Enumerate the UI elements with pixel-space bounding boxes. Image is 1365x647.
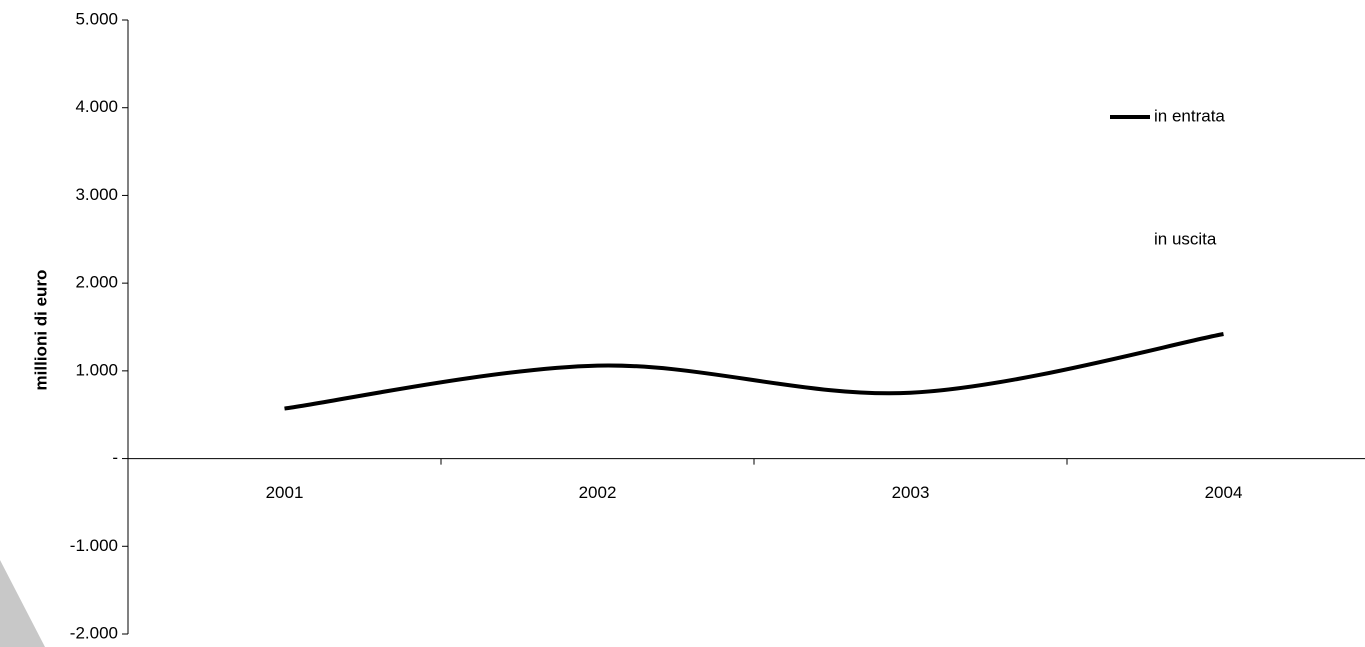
y-tick-label: 5.000 bbox=[75, 9, 118, 28]
y-tick-label: 1.000 bbox=[75, 360, 118, 379]
x-tick-label: 2003 bbox=[892, 483, 930, 502]
decoration bbox=[0, 560, 45, 647]
y-tick-label: 2.000 bbox=[75, 273, 118, 292]
line-series bbox=[284, 332, 1224, 411]
y-tick-label: - bbox=[112, 448, 118, 467]
y-tick-label: 3.000 bbox=[75, 185, 118, 204]
y-tick-label: -2.000 bbox=[70, 623, 118, 642]
x-tick-label: 2001 bbox=[266, 483, 304, 502]
y-tick-label: 4.000 bbox=[75, 97, 118, 116]
x-tick-label: 2004 bbox=[1205, 483, 1243, 502]
y-axis-label: millioni di euro bbox=[31, 270, 50, 391]
y-tick-label: -1.000 bbox=[70, 536, 118, 555]
legend-label: in entrata bbox=[1154, 106, 1225, 125]
x-tick-label: 2002 bbox=[579, 483, 617, 502]
legend-label: in uscita bbox=[1154, 229, 1217, 248]
